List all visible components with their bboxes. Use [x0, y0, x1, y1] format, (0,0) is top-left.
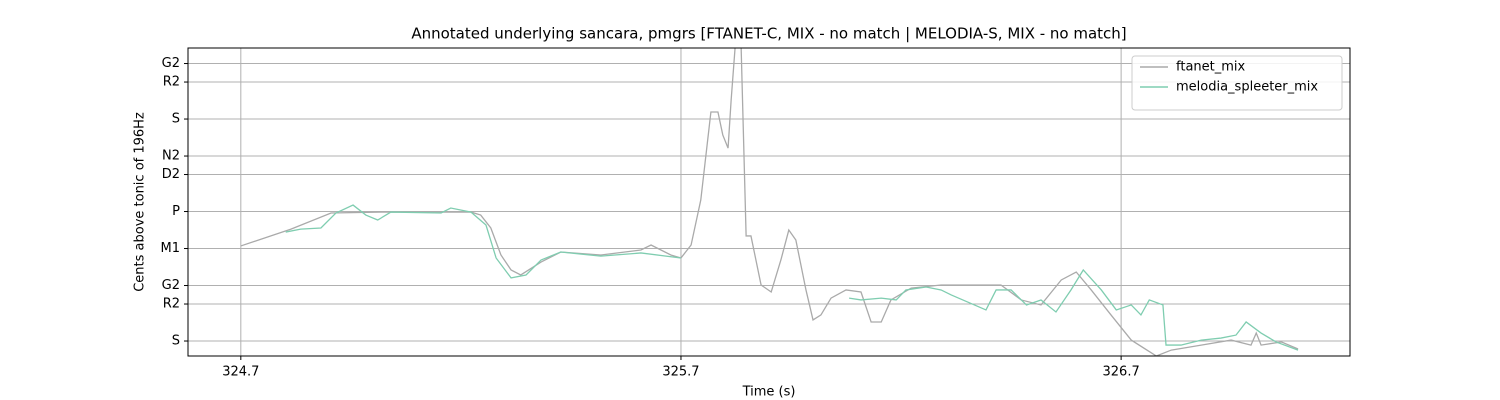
legend: ftanet_mix melodia_spleeter_mix	[1131, 55, 1343, 111]
plot-area	[240, 48, 1299, 356]
y-tick-label: D2	[162, 167, 180, 182]
y-tick-label: N2	[162, 149, 180, 164]
y-tick-label: R2	[163, 75, 180, 90]
y-tick-label: G2	[162, 56, 180, 71]
legend-label: melodia_spleeter_mix	[1176, 80, 1318, 95]
y-tick-label: P	[172, 204, 180, 219]
x-axis-label: Time (s)	[742, 385, 796, 400]
plot-frame	[187, 47, 1351, 357]
y-tick-label: S	[172, 112, 180, 127]
legend-label: ftanet_mix	[1176, 60, 1246, 75]
chart-title: Annotated underlying sancara, pmgrs [FTA…	[411, 25, 1126, 43]
x-tick-label: 324.7	[222, 365, 259, 380]
y-tick-label: M1	[161, 241, 181, 256]
x-tick-label: 325.7	[662, 365, 699, 380]
x-tick-label: 326.7	[1103, 365, 1140, 380]
line	[285, 204, 682, 279]
line	[849, 268, 1299, 351]
line	[240, 48, 1299, 356]
y-tick-label: G2	[162, 278, 180, 293]
y-tick-label: R2	[163, 297, 180, 312]
y-tick-label: S	[172, 334, 180, 349]
legend-box	[1131, 55, 1343, 111]
y-axis-label: Cents above tonic of 196Hz	[133, 112, 148, 292]
